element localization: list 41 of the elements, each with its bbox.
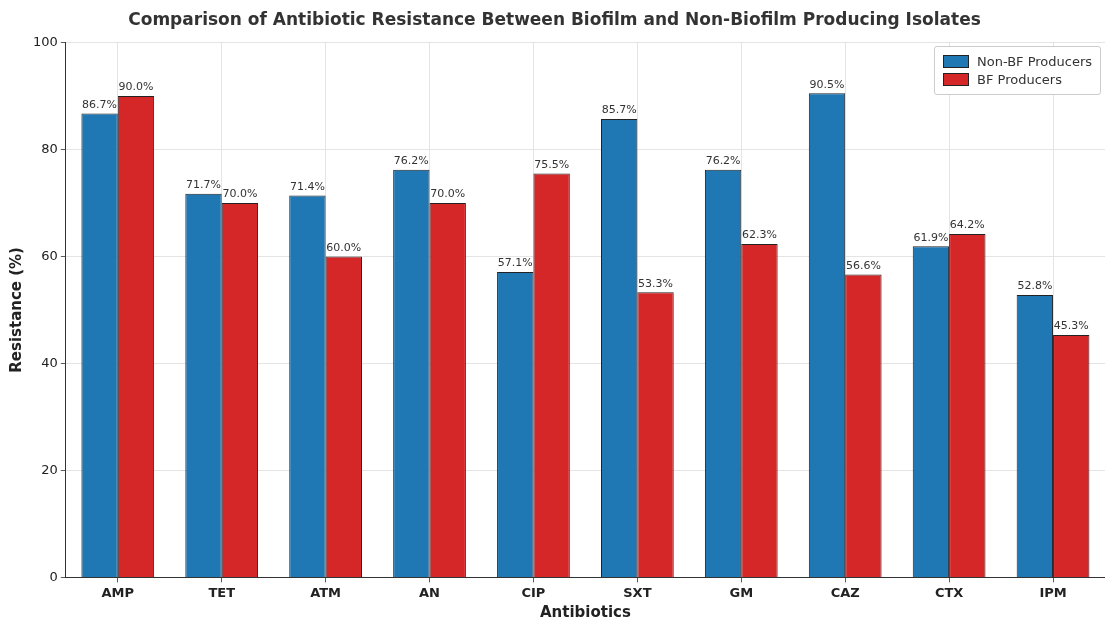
data-label: 62.3% (741, 228, 777, 242)
data-label: 76.2% (705, 154, 741, 168)
data-label: 60.0% (326, 240, 362, 254)
y-axis-title: Resistance (%) (6, 247, 25, 373)
x-tick-label: SXT (623, 584, 652, 600)
x-tick-label: CIP (521, 584, 546, 600)
data-label: 70.0% (430, 187, 466, 201)
data-label: 75.5% (534, 157, 570, 171)
data-label: 70.0% (222, 187, 258, 201)
y-tick-label: 0 (49, 568, 58, 584)
y-tick-label: 20 (41, 461, 58, 477)
data-label: 71.7% (186, 178, 221, 192)
y-tick-label: 40 (41, 354, 58, 370)
x-tick-label: ATM (310, 584, 342, 600)
x-tick-label: AN (419, 584, 441, 600)
data-label: 71.4% (289, 179, 325, 193)
data-label: 61.9% (913, 230, 949, 244)
chart-title: Comparison of Antibiotic Resistance Between Biofilm and Non-Biofilm Producing Isolates (128, 8, 981, 29)
legend-label: BF Producers (977, 72, 1062, 88)
legend-label: Non-BF Producers (977, 54, 1093, 70)
y-tick-label: 60 (41, 247, 58, 263)
data-label: 57.1% (497, 256, 533, 270)
data-label: 64.2% (949, 218, 985, 232)
x-axis-title: Antibiotics (539, 602, 631, 621)
x-tick-label: TET (208, 584, 236, 600)
data-label: 86.7% (82, 97, 118, 111)
x-tick-label: GM (729, 584, 754, 600)
data-label: 56.6% (845, 258, 881, 272)
data-label: 52.8% (1017, 279, 1053, 293)
data-label: 85.7% (601, 103, 637, 117)
x-tick-label: CAZ (830, 584, 860, 600)
x-tick-label: CTX (934, 584, 964, 600)
x-tick-label: AMP (101, 584, 135, 600)
y-tick-label: 80 (41, 140, 58, 156)
y-tick-label: 100 (32, 33, 58, 49)
data-label: 90.0% (118, 80, 154, 94)
data-label: 90.5% (809, 77, 845, 91)
x-tick-label: IPM (1039, 584, 1067, 600)
data-label: 45.3% (1053, 319, 1089, 333)
data-label: 53.3% (638, 276, 674, 290)
data-label: 76.2% (393, 154, 429, 168)
